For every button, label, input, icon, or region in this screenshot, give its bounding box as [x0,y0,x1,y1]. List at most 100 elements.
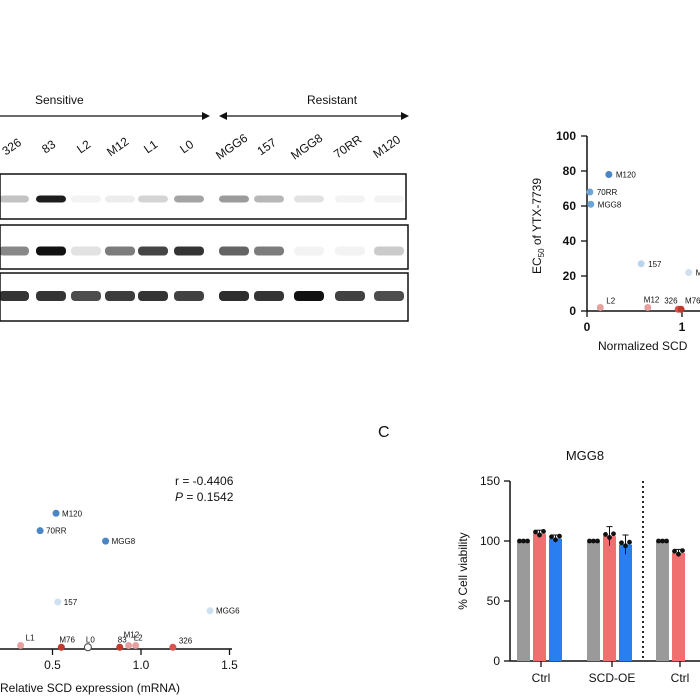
band-row1-83 [36,195,66,203]
replicate-dot-2-1-2 [680,548,685,553]
scatter1-x-tick-label-0: 0 [584,320,591,334]
scatter2-point-157 [54,598,62,606]
blot-row-3-frame [0,272,409,322]
band-row3-mgg6 [219,291,249,301]
replicate-dot-0-1-0 [533,529,538,535]
replicate-dot-1-1-2 [611,531,616,537]
scatter2-point-label-l0: L0 [86,635,95,644]
band-row1-157 [254,195,284,203]
scatter2-x-axis-title: Relative SCD expression (mRNA) [0,681,180,695]
scatter1-point-label-mgg6: MGG6 [696,269,700,278]
replicate-dot-0-2-0 [549,534,554,540]
scatter1-y-tick-label-80: 80 [563,164,577,178]
scatter1-y-tick-label-0: 0 [569,304,576,318]
scatter1-point-70rr [586,188,594,196]
bar-y-tick-label-150: 150 [480,474,500,488]
bar-0-series-2 [549,538,562,661]
bar-chart-title: MGG8 [566,448,604,463]
scatter2-point-label-l1: L1 [26,634,35,643]
bar-0-series-0 [517,541,530,661]
bar-series [517,526,685,661]
scatter2-point-m12 [125,642,133,650]
replicate-dot-1-2-0 [619,540,624,546]
scatter2-point-label-70rr: 70RR [46,527,67,536]
band-row1-m120 [374,195,404,203]
band-row3-83 [36,291,66,301]
scatter2-point-label-m12: M12 [124,631,140,640]
band-row1-70rr [335,195,365,203]
scatter2-point-label-mgg6: MGG6 [216,607,240,616]
replicate-dot-1-1-1 [607,535,612,540]
bar-1-series-1 [603,536,616,661]
scatter2-point-m120 [52,509,60,517]
scatter1-point-m76 [677,305,685,313]
lane-label-l2: L2 [74,137,93,156]
band-row2-mgg6 [219,246,249,256]
band-row2-mgg8 [294,246,324,256]
scatter2-point-l0 [83,643,92,652]
band-row3-70rr [335,291,365,301]
lane-label-l1: L1 [141,137,160,156]
band-row3-l0 [174,291,204,301]
scatter1-point-157 [637,260,645,268]
lane-label-83: 83 [39,137,58,156]
resistant-arrow-head-right [401,112,409,120]
band-row1-m12 [105,195,135,203]
sensitive-arrow-head [202,112,210,120]
scatter2-point-label-m76: M76 [59,635,75,644]
replicate-dot-1-0-2 [595,538,600,544]
band-row3-m12 [105,291,135,301]
replicate-dot-0-2-2 [557,533,562,539]
blot-row-1-frame [0,173,407,220]
replicate-dot-1-0-1 [591,538,596,544]
scatter1-point-label-mgg8: MGG8 [598,200,622,209]
resistant-arrow-head-left [219,112,227,120]
scatter2-point-mgg6 [206,607,214,615]
scatter1-point-label-m120: M120 [616,171,637,180]
replicate-dot-1-2-1 [623,543,628,549]
scatter2-correlation-r: r = -0.4406 [175,474,234,488]
band-row2-m120 [374,246,404,256]
replicate-dot-0-1-2 [541,529,546,534]
bar-y-axis-title: % Cell viability [456,532,470,609]
band-row3-mgg8 [294,291,324,301]
lane-label-157: 157 [254,135,279,158]
scatter2-point-326 [169,643,177,651]
scatter1-point-label-m12: M12 [644,296,660,305]
scatter1-x-axis-title: Normalized SCD [598,339,688,353]
band-row2-157 [254,246,284,256]
scatter2-point-label-m120: M120 [62,509,83,518]
bar-category-label-2: Ctrl [671,671,690,685]
scatter1-x-tick-label-1: 1 [679,320,686,334]
scatter2-point-83 [116,643,124,651]
replicate-dot-1-1-0 [603,532,608,537]
band-row1-l2 [71,195,101,203]
band-row2-l0 [174,246,204,256]
scatter1-point-label-l2: L2 [606,297,615,306]
scatter1-point-mgg8 [587,200,595,208]
bar-2-series-0 [656,541,669,661]
lane-label-mgg6: MGG6 [213,131,250,163]
scatter1-point-label-70rr: 70RR [597,188,618,197]
group-label-sensitive: Sensitive [35,93,84,107]
scatter1-y-ticks: 0 20 40 60 80 100 [556,129,587,318]
blot-row-2-frame [0,224,409,270]
bar-y-tick-label-0: 0 [493,654,500,668]
band-row2-326 [0,246,29,256]
lane-label-l0: L0 [177,137,196,156]
replicate-dot-0-0-0 [517,538,522,544]
scatter2-x-tick-label-1.0: 1.0 [133,658,150,672]
lane-label-mgg8: MGG8 [288,131,325,163]
scatter1-point-mgg6 [685,269,693,276]
group-label-resistant: Resistant [307,93,358,107]
scatter2-point-mgg8 [102,537,110,545]
band-row2-l2 [71,246,101,256]
bar-1-series-0 [587,541,600,661]
band-row3-l2 [71,291,101,301]
replicate-dot-0-0-1 [521,538,526,544]
scatter2-point-label-83: 83 [118,635,127,644]
replicate-dot-2-1-1 [676,551,681,557]
